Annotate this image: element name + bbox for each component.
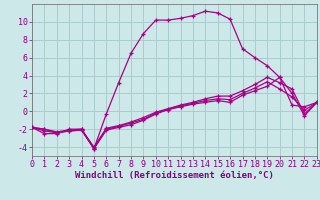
X-axis label: Windchill (Refroidissement éolien,°C): Windchill (Refroidissement éolien,°C): [75, 171, 274, 180]
